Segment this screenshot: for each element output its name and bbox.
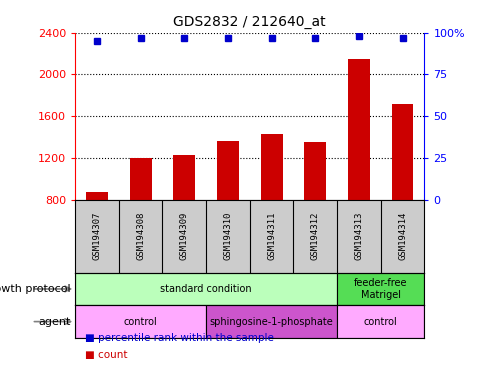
Text: GSM194314: GSM194314	[397, 212, 406, 260]
Bar	[347, 59, 369, 200]
Bar	[303, 142, 325, 200]
Text: GSM194308: GSM194308	[136, 212, 145, 260]
Bar	[75, 305, 206, 338]
Text: GSM194310: GSM194310	[223, 212, 232, 260]
Bar	[336, 273, 424, 305]
Bar	[129, 158, 151, 200]
Text: GSM194313: GSM194313	[354, 212, 363, 260]
Text: sphingosine-1-phosphate: sphingosine-1-phosphate	[209, 316, 333, 327]
Bar	[336, 305, 424, 338]
Text: ■ count: ■ count	[85, 350, 127, 360]
Bar	[216, 141, 238, 200]
Bar	[260, 134, 282, 200]
Text: control: control	[123, 316, 157, 327]
Bar	[86, 192, 107, 200]
Bar	[391, 104, 412, 200]
Text: GSM194309: GSM194309	[180, 212, 188, 260]
Text: control: control	[363, 316, 397, 327]
Text: ■ percentile rank within the sample: ■ percentile rank within the sample	[85, 333, 273, 343]
Text: GSM194311: GSM194311	[267, 212, 275, 260]
Text: GSM194307: GSM194307	[92, 212, 101, 260]
Text: feeder-free
Matrigel: feeder-free Matrigel	[353, 278, 407, 300]
Bar	[75, 273, 336, 305]
Text: GSM194312: GSM194312	[310, 212, 319, 260]
Text: standard condition: standard condition	[160, 284, 251, 294]
Text: growth protocol: growth protocol	[0, 284, 70, 294]
Text: agent: agent	[38, 316, 70, 327]
Bar	[206, 305, 336, 338]
Title: GDS2832 / 212640_at: GDS2832 / 212640_at	[173, 15, 325, 29]
Bar	[173, 155, 195, 200]
